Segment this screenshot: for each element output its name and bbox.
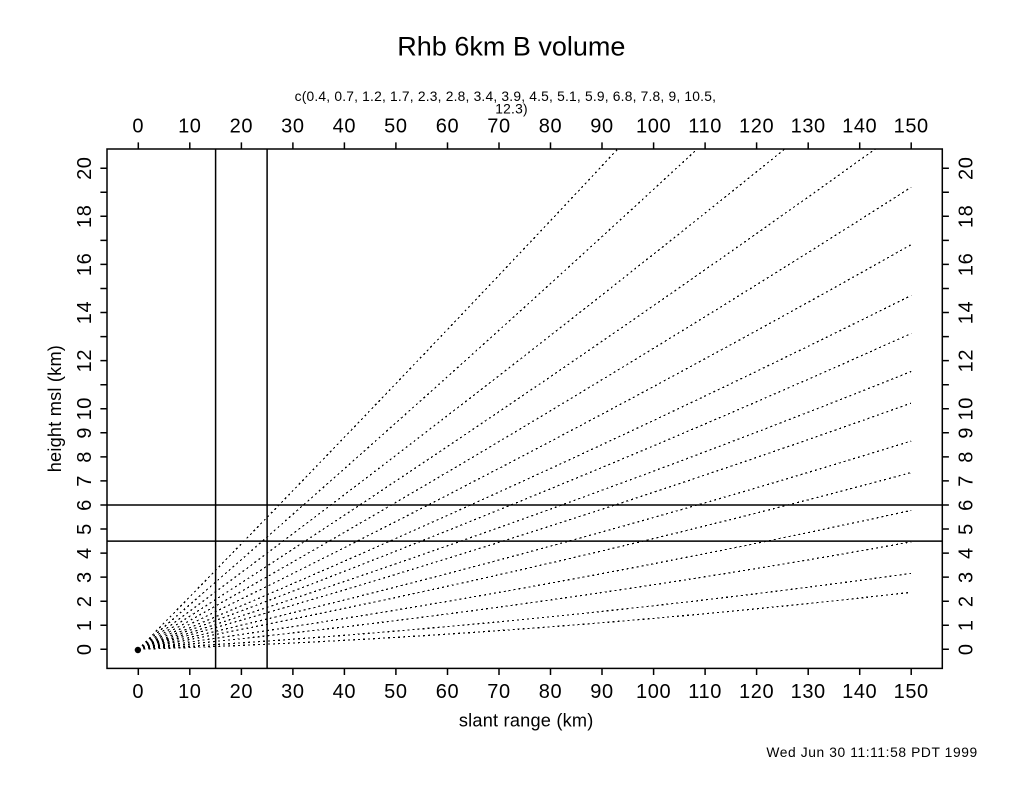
- svg-text:60: 60: [436, 681, 459, 703]
- svg-text:120: 120: [739, 681, 774, 703]
- svg-text:140: 140: [842, 116, 877, 138]
- svg-text:Wed Jun 30 11:11:58 PDT 1999: Wed Jun 30 11:11:58 PDT 1999: [766, 745, 977, 760]
- svg-text:30: 30: [281, 116, 304, 138]
- svg-text:6: 6: [74, 499, 96, 511]
- svg-text:140: 140: [842, 681, 877, 703]
- svg-text:16: 16: [74, 253, 96, 276]
- svg-text:4: 4: [74, 547, 96, 559]
- svg-text:130: 130: [791, 681, 826, 703]
- svg-text:120: 120: [739, 116, 774, 138]
- svg-text:12: 12: [74, 349, 96, 372]
- svg-text:0: 0: [74, 643, 96, 655]
- svg-text:1: 1: [955, 619, 977, 631]
- svg-text:14: 14: [74, 301, 96, 324]
- svg-text:30: 30: [281, 681, 304, 703]
- svg-text:2: 2: [74, 595, 96, 607]
- svg-text:height msl (km): height msl (km): [45, 345, 65, 472]
- svg-text:130: 130: [791, 116, 826, 138]
- svg-text:60: 60: [436, 116, 459, 138]
- svg-text:80: 80: [539, 681, 562, 703]
- svg-text:90: 90: [590, 681, 613, 703]
- svg-text:50: 50: [384, 681, 407, 703]
- svg-text:40: 40: [333, 116, 356, 138]
- svg-text:10: 10: [74, 397, 96, 420]
- svg-text:110: 110: [688, 681, 722, 703]
- svg-text:150: 150: [894, 681, 929, 703]
- svg-text:3: 3: [955, 571, 977, 583]
- svg-text:8: 8: [74, 451, 96, 463]
- svg-text:10: 10: [955, 397, 977, 420]
- svg-text:8: 8: [955, 451, 977, 463]
- svg-text:10: 10: [178, 116, 201, 138]
- svg-text:110: 110: [688, 116, 722, 138]
- svg-text:0: 0: [132, 681, 144, 703]
- svg-text:5: 5: [74, 523, 96, 535]
- svg-text:16: 16: [955, 253, 977, 276]
- svg-text:14: 14: [955, 301, 977, 324]
- svg-text:20: 20: [230, 116, 253, 138]
- svg-text:40: 40: [333, 681, 356, 703]
- svg-text:70: 70: [487, 116, 510, 138]
- svg-text:80: 80: [539, 116, 562, 138]
- svg-text:5: 5: [955, 523, 977, 535]
- svg-text:9: 9: [955, 427, 977, 439]
- svg-text:1: 1: [74, 619, 96, 631]
- svg-text:70: 70: [487, 681, 510, 703]
- svg-text:0: 0: [132, 116, 144, 138]
- svg-text:7: 7: [955, 475, 977, 487]
- svg-text:50: 50: [384, 116, 407, 138]
- svg-text:c(0.4, 0.7, 1.2, 1.7, 2.3, 2.8: c(0.4, 0.7, 1.2, 1.7, 2.3, 2.8, 3.4, 3.9…: [295, 89, 717, 104]
- svg-text:10: 10: [178, 681, 201, 703]
- svg-text:12: 12: [955, 349, 977, 372]
- svg-text:6: 6: [955, 499, 977, 511]
- svg-text:90: 90: [590, 116, 613, 138]
- svg-text:7: 7: [74, 475, 96, 487]
- svg-text:9: 9: [74, 427, 96, 439]
- svg-text:20: 20: [955, 156, 977, 179]
- svg-text:18: 18: [955, 205, 977, 228]
- svg-text:Rhb 6km B volume: Rhb 6km B volume: [397, 31, 625, 61]
- svg-text:100: 100: [636, 116, 671, 138]
- svg-text:3: 3: [74, 571, 96, 583]
- svg-text:0: 0: [955, 643, 977, 655]
- svg-text:100: 100: [636, 681, 671, 703]
- svg-text:20: 20: [74, 156, 96, 179]
- svg-text:slant range (km): slant range (km): [459, 711, 594, 731]
- svg-text:18: 18: [74, 205, 96, 228]
- svg-text:2: 2: [955, 595, 977, 607]
- svg-text:4: 4: [955, 547, 977, 559]
- svg-text:20: 20: [230, 681, 253, 703]
- svg-text:12.3): 12.3): [495, 101, 527, 116]
- svg-text:150: 150: [894, 116, 929, 138]
